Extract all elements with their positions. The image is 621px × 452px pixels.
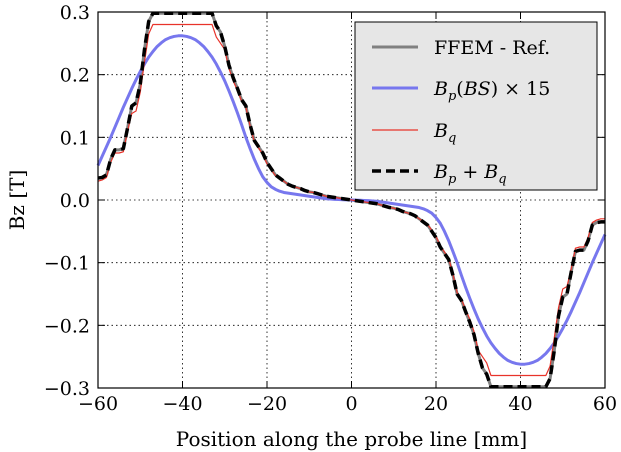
legend-label-bp: Bp(BS) × 15 — [433, 78, 550, 104]
x-tick-label: 60 — [593, 393, 617, 415]
legend-box — [354, 21, 598, 191]
ticks: −60 −40 −20 0 20 40 60 0.3 0.2 0.1 0.0 −0.1 −0.2 −0.3 — [44, 2, 617, 415]
x-tick-label: −20 — [247, 393, 287, 415]
x-tick-label: 0 — [345, 393, 357, 415]
x-tick-label: 20 — [424, 393, 448, 415]
y-tick-label: −0.1 — [44, 253, 90, 275]
y-tick-label: 0.0 — [60, 190, 90, 212]
y-tick-label: 0.1 — [60, 127, 90, 149]
legend-label-ffem: FFEM - Ref. — [434, 37, 550, 59]
x-tick-label: −40 — [162, 393, 202, 415]
x-tick-label: −60 — [78, 393, 118, 415]
series-line-2 — [97, 23, 605, 377]
y-axis-label: Bz [T] — [5, 170, 29, 231]
legend: FFEM - Ref. Bp(BS) × 15 Bq Bp + Bq — [354, 21, 598, 191]
y-tick-label: 0.3 — [60, 2, 90, 24]
y-tick-label: 0.2 — [60, 65, 90, 87]
legend-label-bq: Bq — [433, 120, 456, 146]
y-tick-label: −0.3 — [44, 378, 90, 400]
x-tick-label: 40 — [508, 393, 532, 415]
legend-label-bpbq: Bp + Bq — [433, 161, 507, 187]
y-tick-label: −0.2 — [44, 315, 90, 337]
x-axis-label: Position along the probe line [mm] — [176, 427, 527, 451]
